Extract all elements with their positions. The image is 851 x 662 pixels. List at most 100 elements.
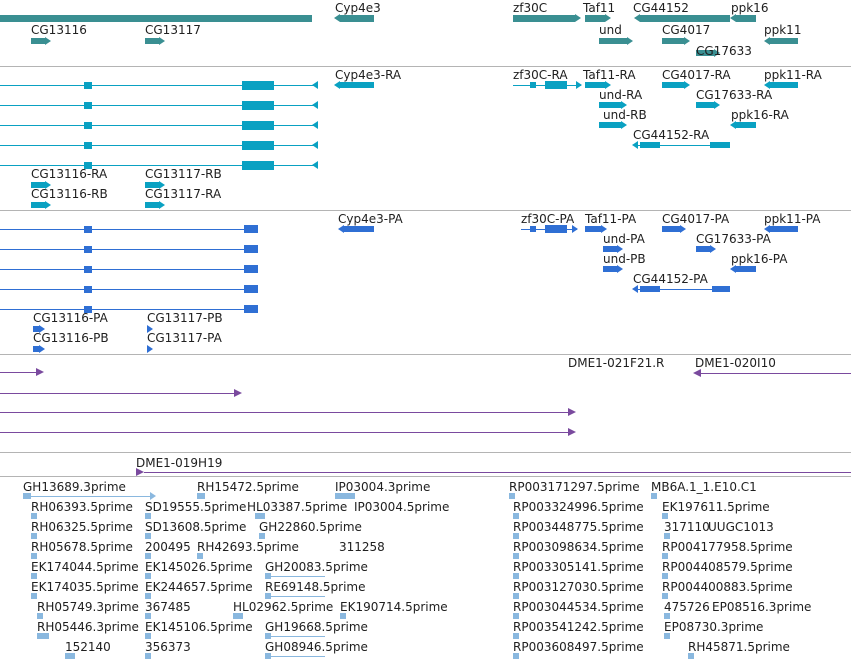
est-label[interactable]: EK174035.5prime xyxy=(31,580,139,594)
est-label[interactable]: 356373 xyxy=(145,640,191,654)
protein-label-cg13117-pb[interactable]: CG13117-PB xyxy=(147,311,223,325)
transcript-label-cyp4e3-ra[interactable]: Cyp4e3-RA xyxy=(335,68,402,82)
clone-line[interactable] xyxy=(144,472,851,473)
protein-bar-ppk11-pa[interactable] xyxy=(770,226,798,232)
est-label[interactable]: GH13689.3prime xyxy=(23,480,126,494)
clone-label-dme1-020i10[interactable]: DME1-020I10 xyxy=(695,356,776,370)
protein-bar-cyp4e3-pa[interactable] xyxy=(344,226,374,232)
gene-label-ppk16[interactable]: ppk16 xyxy=(731,1,769,15)
transcript-label-cg13116-rb[interactable]: CG13116-RB xyxy=(31,187,108,201)
est-label[interactable]: UUGC1013 xyxy=(708,520,774,534)
est-label[interactable]: GH22860.5prime xyxy=(259,520,362,534)
protein-bar-cg13116-pb[interactable] xyxy=(33,346,39,352)
transcript-label-cg4017-ra[interactable]: CG4017-RA xyxy=(662,68,731,82)
est-line[interactable] xyxy=(265,576,325,577)
gene-label-cg44152[interactable]: CG44152 xyxy=(633,1,689,15)
gene-label-cg13116[interactable]: CG13116 xyxy=(31,23,87,37)
transcript-line[interactable] xyxy=(634,145,730,146)
est-label[interactable]: EK145026.5prime xyxy=(145,560,253,574)
est-label[interactable]: RP004400883.5prime xyxy=(662,580,793,594)
est-label[interactable]: 200495 xyxy=(145,540,191,554)
est-label[interactable]: RP003127030.5prime xyxy=(513,580,644,594)
protein-label-und-pb[interactable]: und-PB xyxy=(603,252,646,266)
est-label[interactable]: RH05446.3prime xyxy=(37,620,139,634)
protein-bar-ppk16-pa[interactable] xyxy=(736,266,756,272)
est-label[interactable]: RP003608497.5prime xyxy=(513,640,644,654)
protein-label-ppk16-pa[interactable]: ppk16-PA xyxy=(731,252,788,266)
est-label[interactable]: EP08516.3prime xyxy=(712,600,812,614)
gene-bar-ppk16[interactable] xyxy=(736,15,756,22)
est-label[interactable]: GH08946.5prime xyxy=(265,640,368,654)
transcript-line[interactable] xyxy=(0,165,314,166)
clone-line[interactable] xyxy=(0,393,234,394)
est-label[interactable]: IP03004.3prime xyxy=(335,480,431,494)
transcript-label-cg13116-ra[interactable]: CG13116-RA xyxy=(31,167,108,181)
transcript-bar-ppk11-ra[interactable] xyxy=(770,82,798,88)
protein-label-cg17633-pa[interactable]: CG17633-PA xyxy=(696,232,771,246)
gene-bar-left[interactable] xyxy=(0,15,312,22)
protein-label-cg4017-pa[interactable]: CG4017-PA xyxy=(662,212,730,226)
protein-bar-cg13116-pa[interactable] xyxy=(33,326,39,332)
est-label[interactable]: RP004408579.5prime xyxy=(662,560,793,574)
transcript-bar-cg13117-ra[interactable] xyxy=(145,202,159,208)
protein-label-cg13117-pa[interactable]: CG13117-PA xyxy=(147,331,222,345)
est-label[interactable]: GH20083.5prime xyxy=(265,560,368,574)
est-label[interactable]: SD13608.5prime xyxy=(145,520,247,534)
transcript-bar-und-ra[interactable] xyxy=(599,102,621,108)
est-label[interactable]: RH05749.3prime xyxy=(37,600,139,614)
est-line[interactable] xyxy=(265,596,325,597)
transcript-bar-cg13116-rb[interactable] xyxy=(31,202,45,208)
protein-bar-und-pa[interactable] xyxy=(603,246,617,252)
transcript-bar-cg13117-rb[interactable] xyxy=(145,182,159,188)
transcript-label-cg13117-rb[interactable]: CG13117-RB xyxy=(145,167,222,181)
gene-bar-cg44152[interactable] xyxy=(640,15,730,22)
est-label[interactable]: HL03387.5prime xyxy=(247,500,348,514)
gene-bar-ppk11[interactable] xyxy=(770,38,798,44)
transcript-label-cg13117-ra[interactable]: CG13117-RA xyxy=(145,187,222,201)
transcript-label-ppk11-ra[interactable]: ppk11-RA xyxy=(764,68,822,82)
gene-bar-zf30c[interactable] xyxy=(513,15,575,22)
est-label[interactable]: RP003098634.5prime xyxy=(513,540,644,554)
transcript-label-zf30c-ra[interactable]: zf30C-RA xyxy=(513,68,568,82)
protein-bar-cg17633-pa[interactable] xyxy=(696,246,710,252)
est-label[interactable]: EP08730.3prime xyxy=(664,620,764,634)
gene-label-cg17633[interactable]: CG17633 xyxy=(696,44,752,58)
gene-label-cg4017[interactable]: CG4017 xyxy=(662,23,711,37)
transcript-bar-cg13116-ra[interactable] xyxy=(31,182,45,188)
est-label[interactable]: 311258 xyxy=(339,540,385,554)
transcript-label-cg44152-ra[interactable]: CG44152-RA xyxy=(633,128,710,142)
protein-label-cg13116-pa[interactable]: CG13116-PA xyxy=(33,311,108,325)
gene-label-taf11[interactable]: Taf11 xyxy=(583,1,616,15)
transcript-bar-cyp4e3-ra[interactable] xyxy=(340,82,374,88)
gene-bar-taf11[interactable] xyxy=(585,15,605,22)
est-label[interactable]: 367485 xyxy=(145,600,191,614)
gene-bar-und[interactable] xyxy=(599,38,627,44)
est-label[interactable]: RH45871.5prime xyxy=(688,640,790,654)
protein-bar-taf11-pa[interactable] xyxy=(585,226,601,232)
est-label[interactable]: SD19555.5prime xyxy=(145,500,247,514)
clone-line[interactable] xyxy=(0,372,36,373)
est-label[interactable]: RP003541242.5prime xyxy=(513,620,644,634)
transcript-label-und-ra[interactable]: und-RA xyxy=(599,88,643,102)
gene-label-zf30c[interactable]: zf30C xyxy=(513,1,548,15)
protein-label-taf11-pa[interactable]: Taf11-PA xyxy=(585,212,637,226)
clone-label-dme1-021f21-r[interactable]: DME1-021F21.R xyxy=(568,356,665,370)
transcript-line[interactable] xyxy=(0,85,314,86)
protein-label-cg13116-pb[interactable]: CG13116-PB xyxy=(33,331,109,345)
clone-line[interactable] xyxy=(0,432,568,433)
est-label[interactable]: MB6A.1_1.E10.C1 xyxy=(651,480,757,494)
est-label[interactable]: RE69148.5prime xyxy=(265,580,366,594)
est-line[interactable] xyxy=(23,496,151,497)
est-label[interactable]: 317110 xyxy=(664,520,710,534)
protein-line[interactable] xyxy=(0,289,258,290)
transcript-line[interactable] xyxy=(0,125,314,126)
gene-bar-cg4017[interactable] xyxy=(662,38,684,44)
est-label[interactable]: RH06393.5prime xyxy=(31,500,133,514)
transcript-bar-und-rb[interactable] xyxy=(599,122,621,128)
est-label[interactable]: RP003324996.5prime xyxy=(513,500,644,514)
protein-bar-und-pb[interactable] xyxy=(603,266,617,272)
clone-line[interactable] xyxy=(0,412,568,413)
clone-line[interactable] xyxy=(701,373,851,374)
transcript-bar-taf11-ra[interactable] xyxy=(585,82,605,88)
est-label[interactable]: 475726 xyxy=(664,600,710,614)
